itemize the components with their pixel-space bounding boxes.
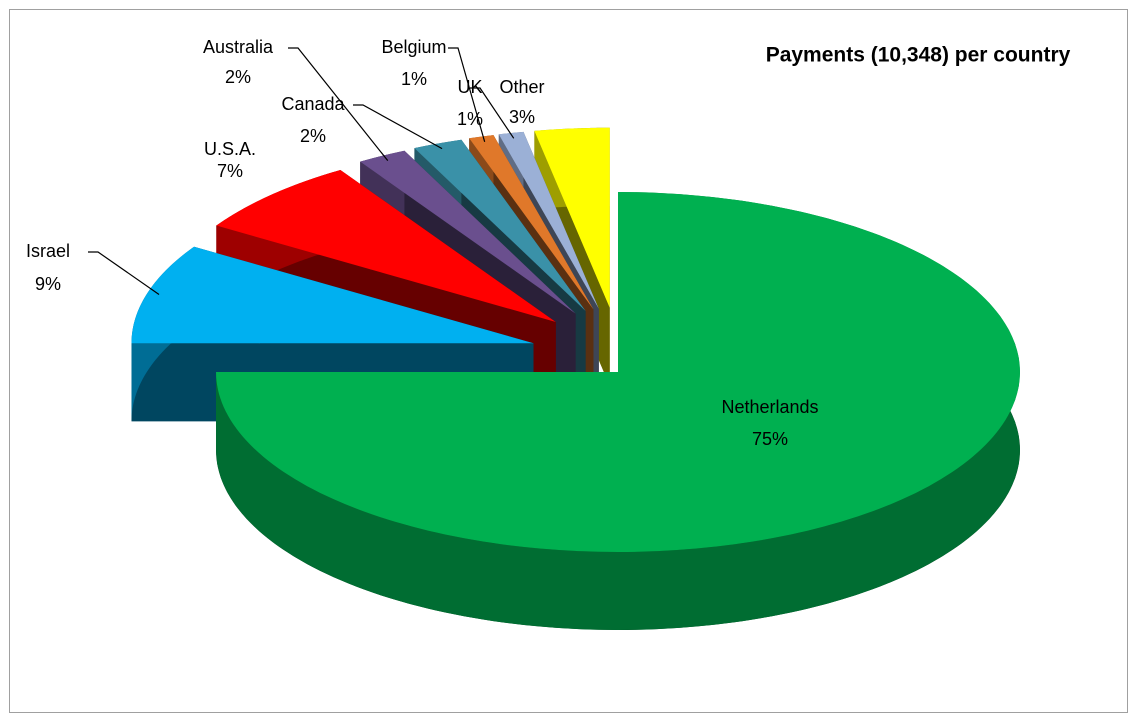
slice-label: Canada [281,94,345,114]
slice-label: UK [457,77,482,97]
slice-top [498,131,599,309]
slice-label: Belgium [381,37,446,57]
slice-top [469,135,594,310]
slice-top [360,150,576,314]
slice-top [131,246,534,344]
slice-top [414,139,586,311]
slice-value-label: 1% [401,69,427,89]
leader-line [448,47,486,142]
slice-value-label: 3% [509,107,535,127]
chart-title: Payments (10,348) per country [766,44,1071,67]
slice-value-label: 1% [457,109,483,129]
slice-value-label: 2% [300,126,326,146]
slice-top [534,127,610,308]
slice-top [216,192,1020,552]
leader-line [88,251,160,295]
slice-top [216,170,556,322]
slice-label: U.S.A. [204,139,256,159]
leader-line [470,87,515,139]
slice-label: Israel [26,241,70,261]
slice-label: Australia [203,37,274,57]
slice-value-label: 2% [225,67,251,87]
slice [216,192,1020,630]
leader-line [353,104,443,150]
slice-label: Other [499,77,544,97]
slice-value-label: 7% [217,161,243,181]
leader-line [288,47,389,161]
slice-label: Netherlands [721,397,818,417]
slice-value-label: 75% [752,429,788,449]
slice-value-label: 9% [35,274,61,294]
